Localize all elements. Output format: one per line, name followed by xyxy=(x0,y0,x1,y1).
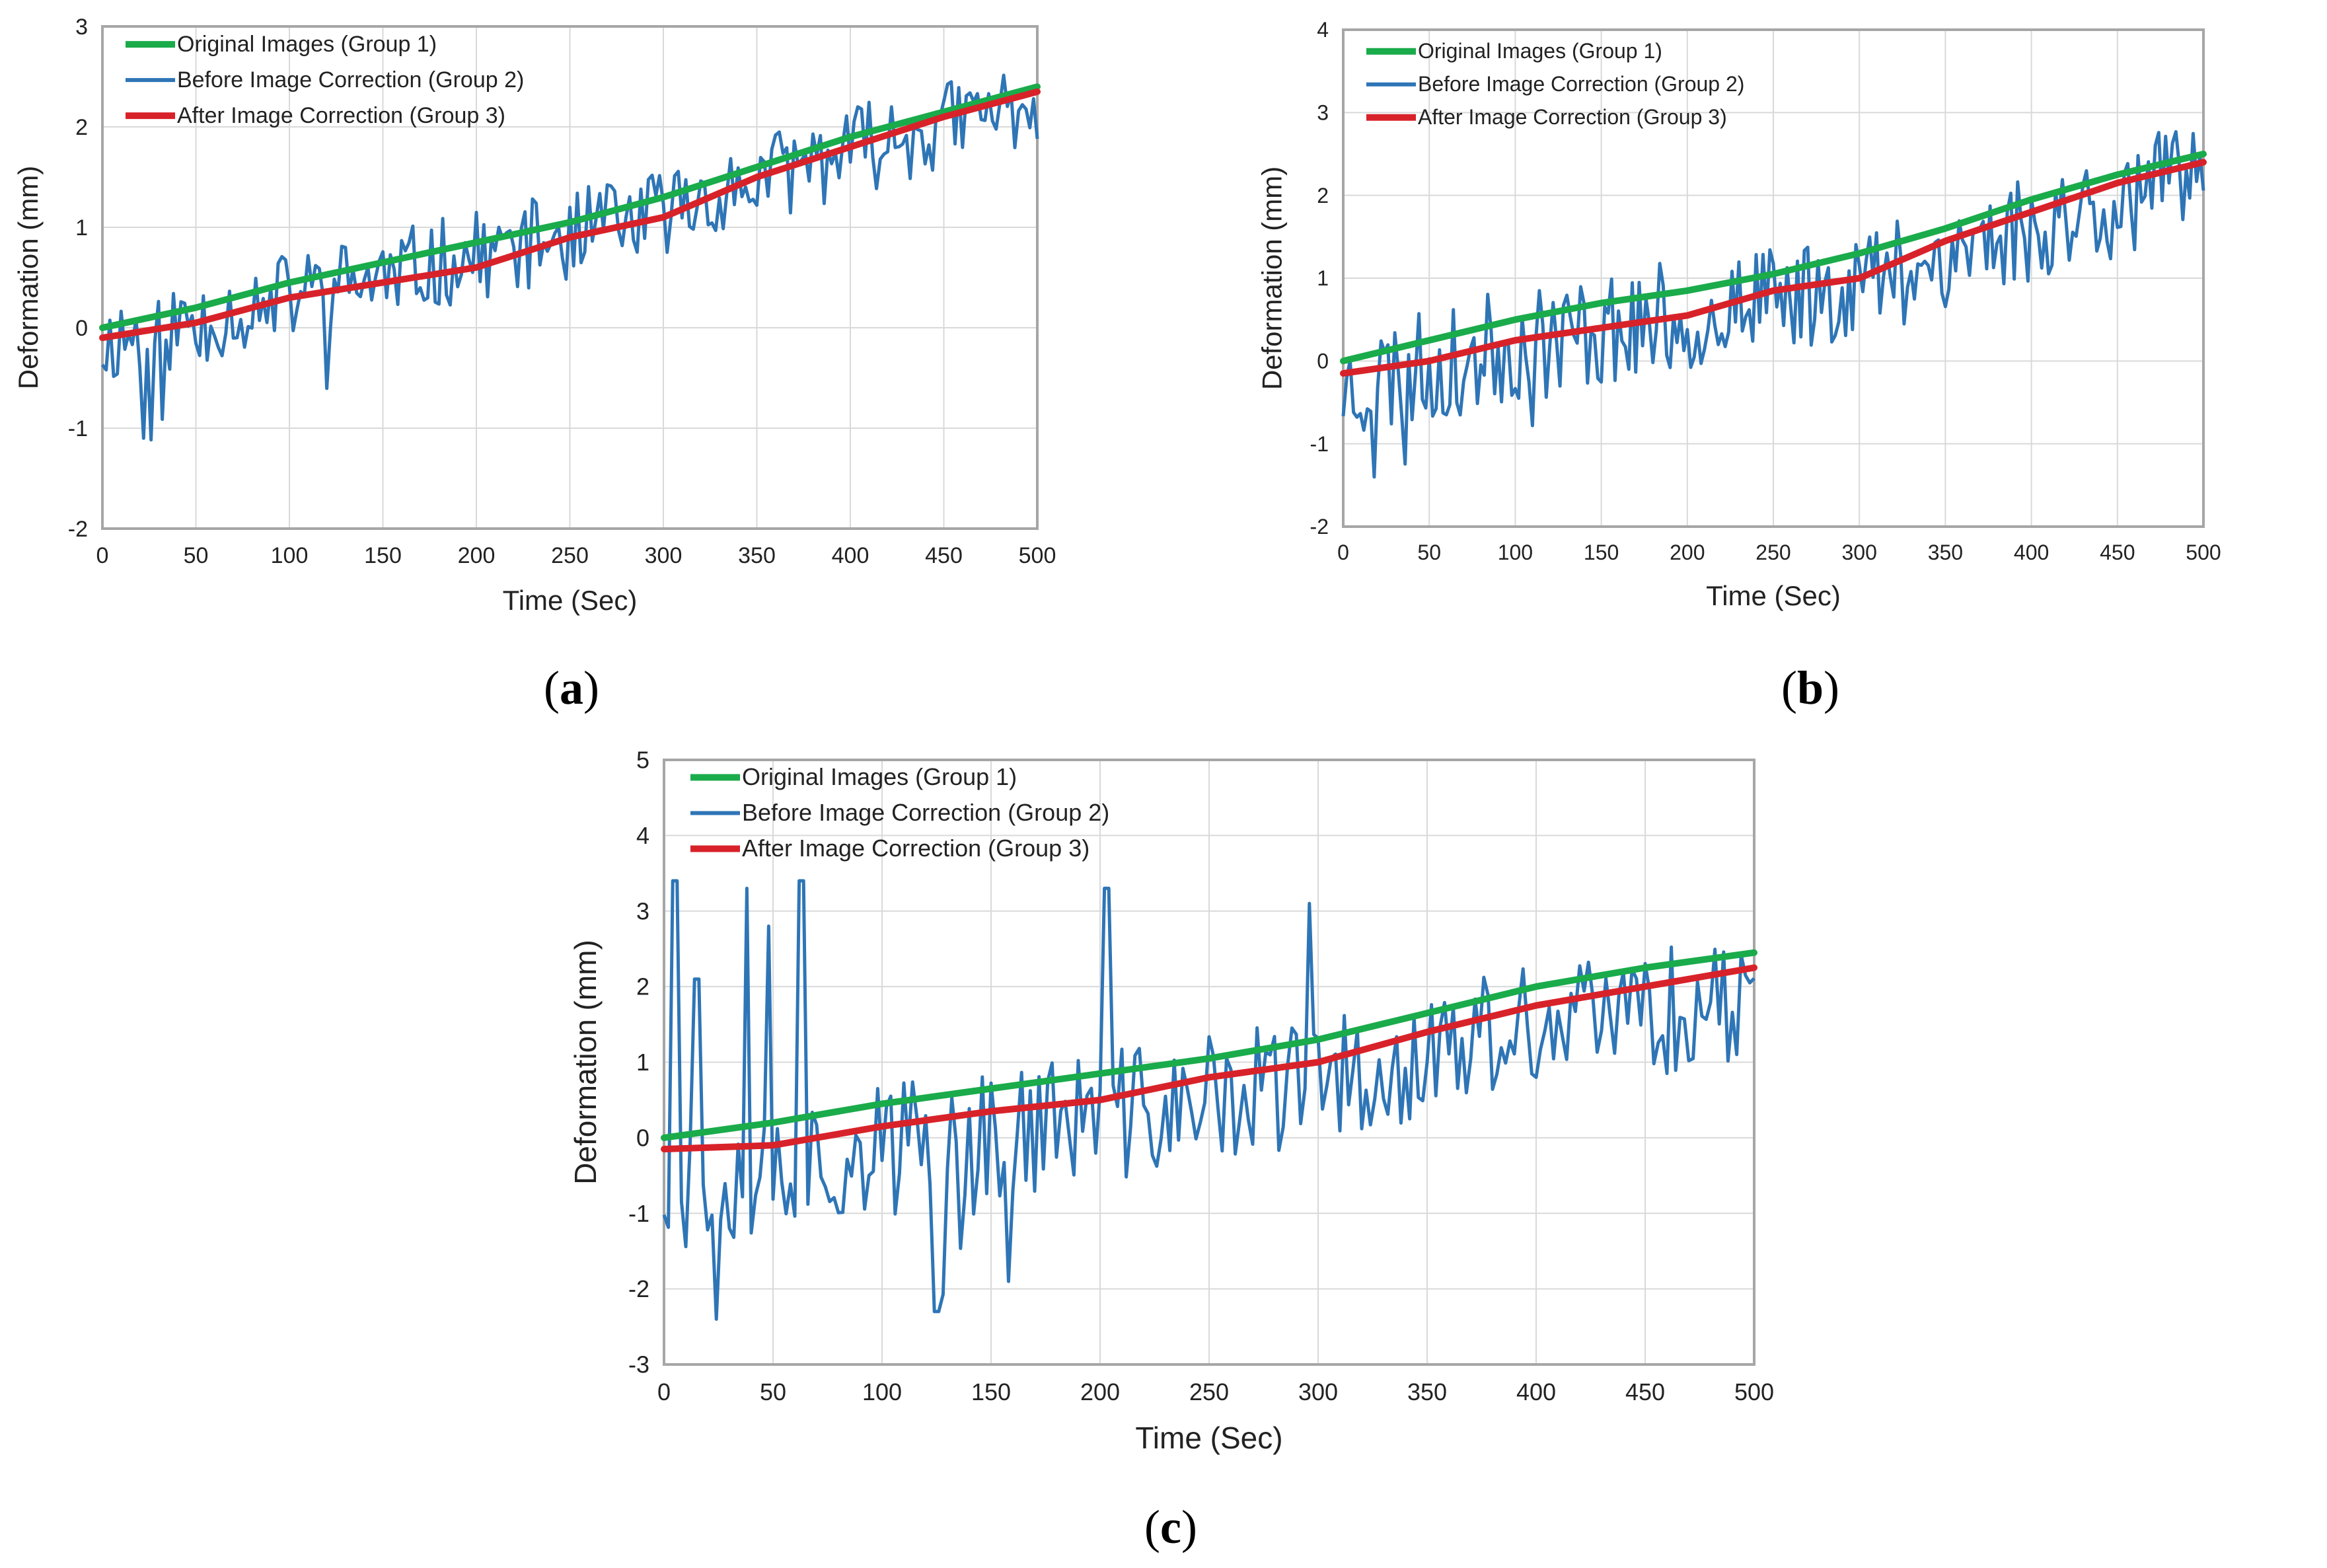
x-tick-label: 350 xyxy=(738,543,776,568)
x-tick-label: 400 xyxy=(1516,1378,1556,1405)
y-tick-label: 2 xyxy=(636,973,649,1000)
x-tick-label: 300 xyxy=(1298,1378,1338,1405)
y-tick-label: 4 xyxy=(636,822,649,849)
legend-entry: After Image Correction (Group 3) xyxy=(177,103,505,128)
x-tick-label: 400 xyxy=(2014,541,2049,564)
y-tick-label: -2 xyxy=(68,517,88,542)
series-line-group3 xyxy=(99,88,1041,342)
x-tick-label: 0 xyxy=(1337,541,1349,564)
x-tick-label: 450 xyxy=(925,543,963,568)
x-tick-label: 300 xyxy=(645,543,683,568)
y-tick-label: 3 xyxy=(636,897,649,924)
x-axis-label: Time (Sec) xyxy=(503,585,638,616)
x-tick-label: 50 xyxy=(184,543,209,568)
x-tick-label: 100 xyxy=(271,543,309,568)
y-tick-label: -2 xyxy=(628,1275,649,1302)
y-axis-label: Deformation (mm) xyxy=(13,166,44,389)
y-tick-label: 2 xyxy=(75,115,88,140)
y-tick-label: -1 xyxy=(68,416,88,441)
x-tick-label: 250 xyxy=(1755,541,1791,564)
x-axis-label: Time (Sec) xyxy=(1135,1421,1282,1455)
x-tick-label: 0 xyxy=(657,1378,671,1405)
series-line-group1 xyxy=(1340,151,2207,365)
x-tick-label: 150 xyxy=(971,1378,1011,1405)
plot-area-frame xyxy=(101,25,1039,530)
x-tick-label: 50 xyxy=(1417,541,1441,564)
chart-b: 0 50 100 150 200 250 300 350 400 450 500 -2 -1 0 1 2 3 4 T… xyxy=(1256,18,2221,611)
y-tick-label: 4 xyxy=(1317,18,1329,42)
panel-label-a: (a) xyxy=(544,661,599,714)
x-tick-label: 450 xyxy=(1625,1378,1665,1405)
y-tick-label: 0 xyxy=(75,316,88,341)
x-tick-label: 250 xyxy=(551,543,589,568)
y-tick-label: 0 xyxy=(636,1124,649,1151)
x-tick-label: 350 xyxy=(1928,541,1963,564)
panel-label-c: (c) xyxy=(1144,1501,1197,1553)
x-tick-label: 500 xyxy=(1019,543,1056,568)
chart-c: 0 50 100 150 200 250 300 350 400 450 500 -3 -2 -1 0 1 2 3… xyxy=(568,747,1774,1455)
x-tick-label: 100 xyxy=(862,1378,902,1405)
legend-entry: Original Images (Group 1) xyxy=(742,763,1017,790)
plot-area-frame xyxy=(1342,28,2205,528)
y-tick-label: 1 xyxy=(75,215,88,241)
x-tick-label: 300 xyxy=(1842,541,1877,564)
series-line-group1 xyxy=(661,949,1757,1141)
series-line-group3 xyxy=(1340,159,2207,377)
y-axis-label: Deformation (mm) xyxy=(568,940,603,1185)
y-tick-label: 2 xyxy=(1317,184,1329,207)
x-tick-label: 100 xyxy=(1498,541,1533,564)
chart-a: 0 50 100 150 200 250 300 350 400 450 500 -2 -1 0 1 2 3 Ti… xyxy=(13,15,1056,616)
legend-entry: After Image Correction (Group 3) xyxy=(1418,105,1727,129)
y-tick-label: -1 xyxy=(628,1200,649,1227)
legend-entry: Before Image Correction (Group 2) xyxy=(1418,72,1744,96)
legend-entry: Original Images (Group 1) xyxy=(1418,39,1662,63)
y-tick-label: 0 xyxy=(1317,350,1329,373)
x-tick-label: 400 xyxy=(832,543,869,568)
x-tick-label: 50 xyxy=(760,1378,786,1405)
x-tick-label: 450 xyxy=(2100,541,2135,564)
legend-entry: Original Images (Group 1) xyxy=(177,32,437,57)
x-tick-label: 150 xyxy=(1584,541,1619,564)
series-line-group1 xyxy=(99,83,1041,331)
y-tick-label: -3 xyxy=(628,1351,649,1378)
x-tick-label: 500 xyxy=(1734,1378,1774,1405)
y-tick-label: -1 xyxy=(1310,432,1329,456)
legend-entry: After Image Correction (Group 3) xyxy=(742,835,1090,862)
x-tick-label: 0 xyxy=(96,543,109,568)
panel-label-b: (b) xyxy=(1781,661,1839,714)
plot-area-frame xyxy=(663,759,1755,1366)
y-tick-label: 3 xyxy=(1317,101,1329,125)
y-tick-label: 1 xyxy=(636,1049,649,1076)
legend-entry: Before Image Correction (Group 2) xyxy=(177,67,524,93)
x-tick-label: 150 xyxy=(364,543,402,568)
y-tick-label: -2 xyxy=(1310,515,1329,539)
y-tick-label: 5 xyxy=(636,747,649,774)
series-line-group3 xyxy=(661,964,1757,1152)
x-tick-label: 200 xyxy=(1080,1378,1120,1405)
y-tick-label: 3 xyxy=(75,15,88,40)
x-tick-label: 200 xyxy=(1670,541,1705,564)
y-tick-label: 1 xyxy=(1317,266,1329,290)
x-axis-label: Time (Sec) xyxy=(1706,580,1841,611)
x-tick-label: 500 xyxy=(2186,541,2221,564)
y-axis-label: Deformation (mm) xyxy=(1256,167,1287,390)
x-tick-label: 350 xyxy=(1407,1378,1447,1405)
x-tick-label: 200 xyxy=(458,543,496,568)
x-tick-label: 250 xyxy=(1189,1378,1229,1405)
legend-entry: Before Image Correction (Group 2) xyxy=(742,799,1109,826)
